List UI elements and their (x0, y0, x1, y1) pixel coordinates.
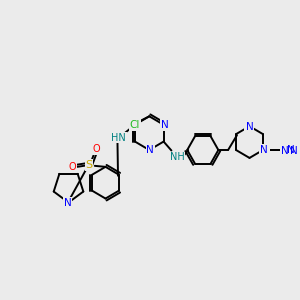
Text: NH: NH (170, 152, 184, 162)
Text: N: N (287, 145, 295, 155)
Text: O: O (69, 162, 76, 172)
Text: N: N (245, 121, 252, 131)
Text: Cl: Cl (130, 120, 140, 130)
Text: O: O (93, 144, 100, 154)
Text: N: N (280, 146, 288, 156)
Text: N: N (260, 145, 268, 155)
Text: N: N (64, 197, 71, 208)
Text: N: N (261, 145, 269, 155)
Text: S: S (85, 160, 92, 170)
Text: HN: HN (111, 133, 126, 142)
Text: N: N (146, 145, 154, 155)
Text: N: N (290, 146, 298, 156)
Text: N: N (282, 145, 289, 155)
Text: N: N (161, 120, 169, 130)
Text: N: N (246, 122, 254, 132)
